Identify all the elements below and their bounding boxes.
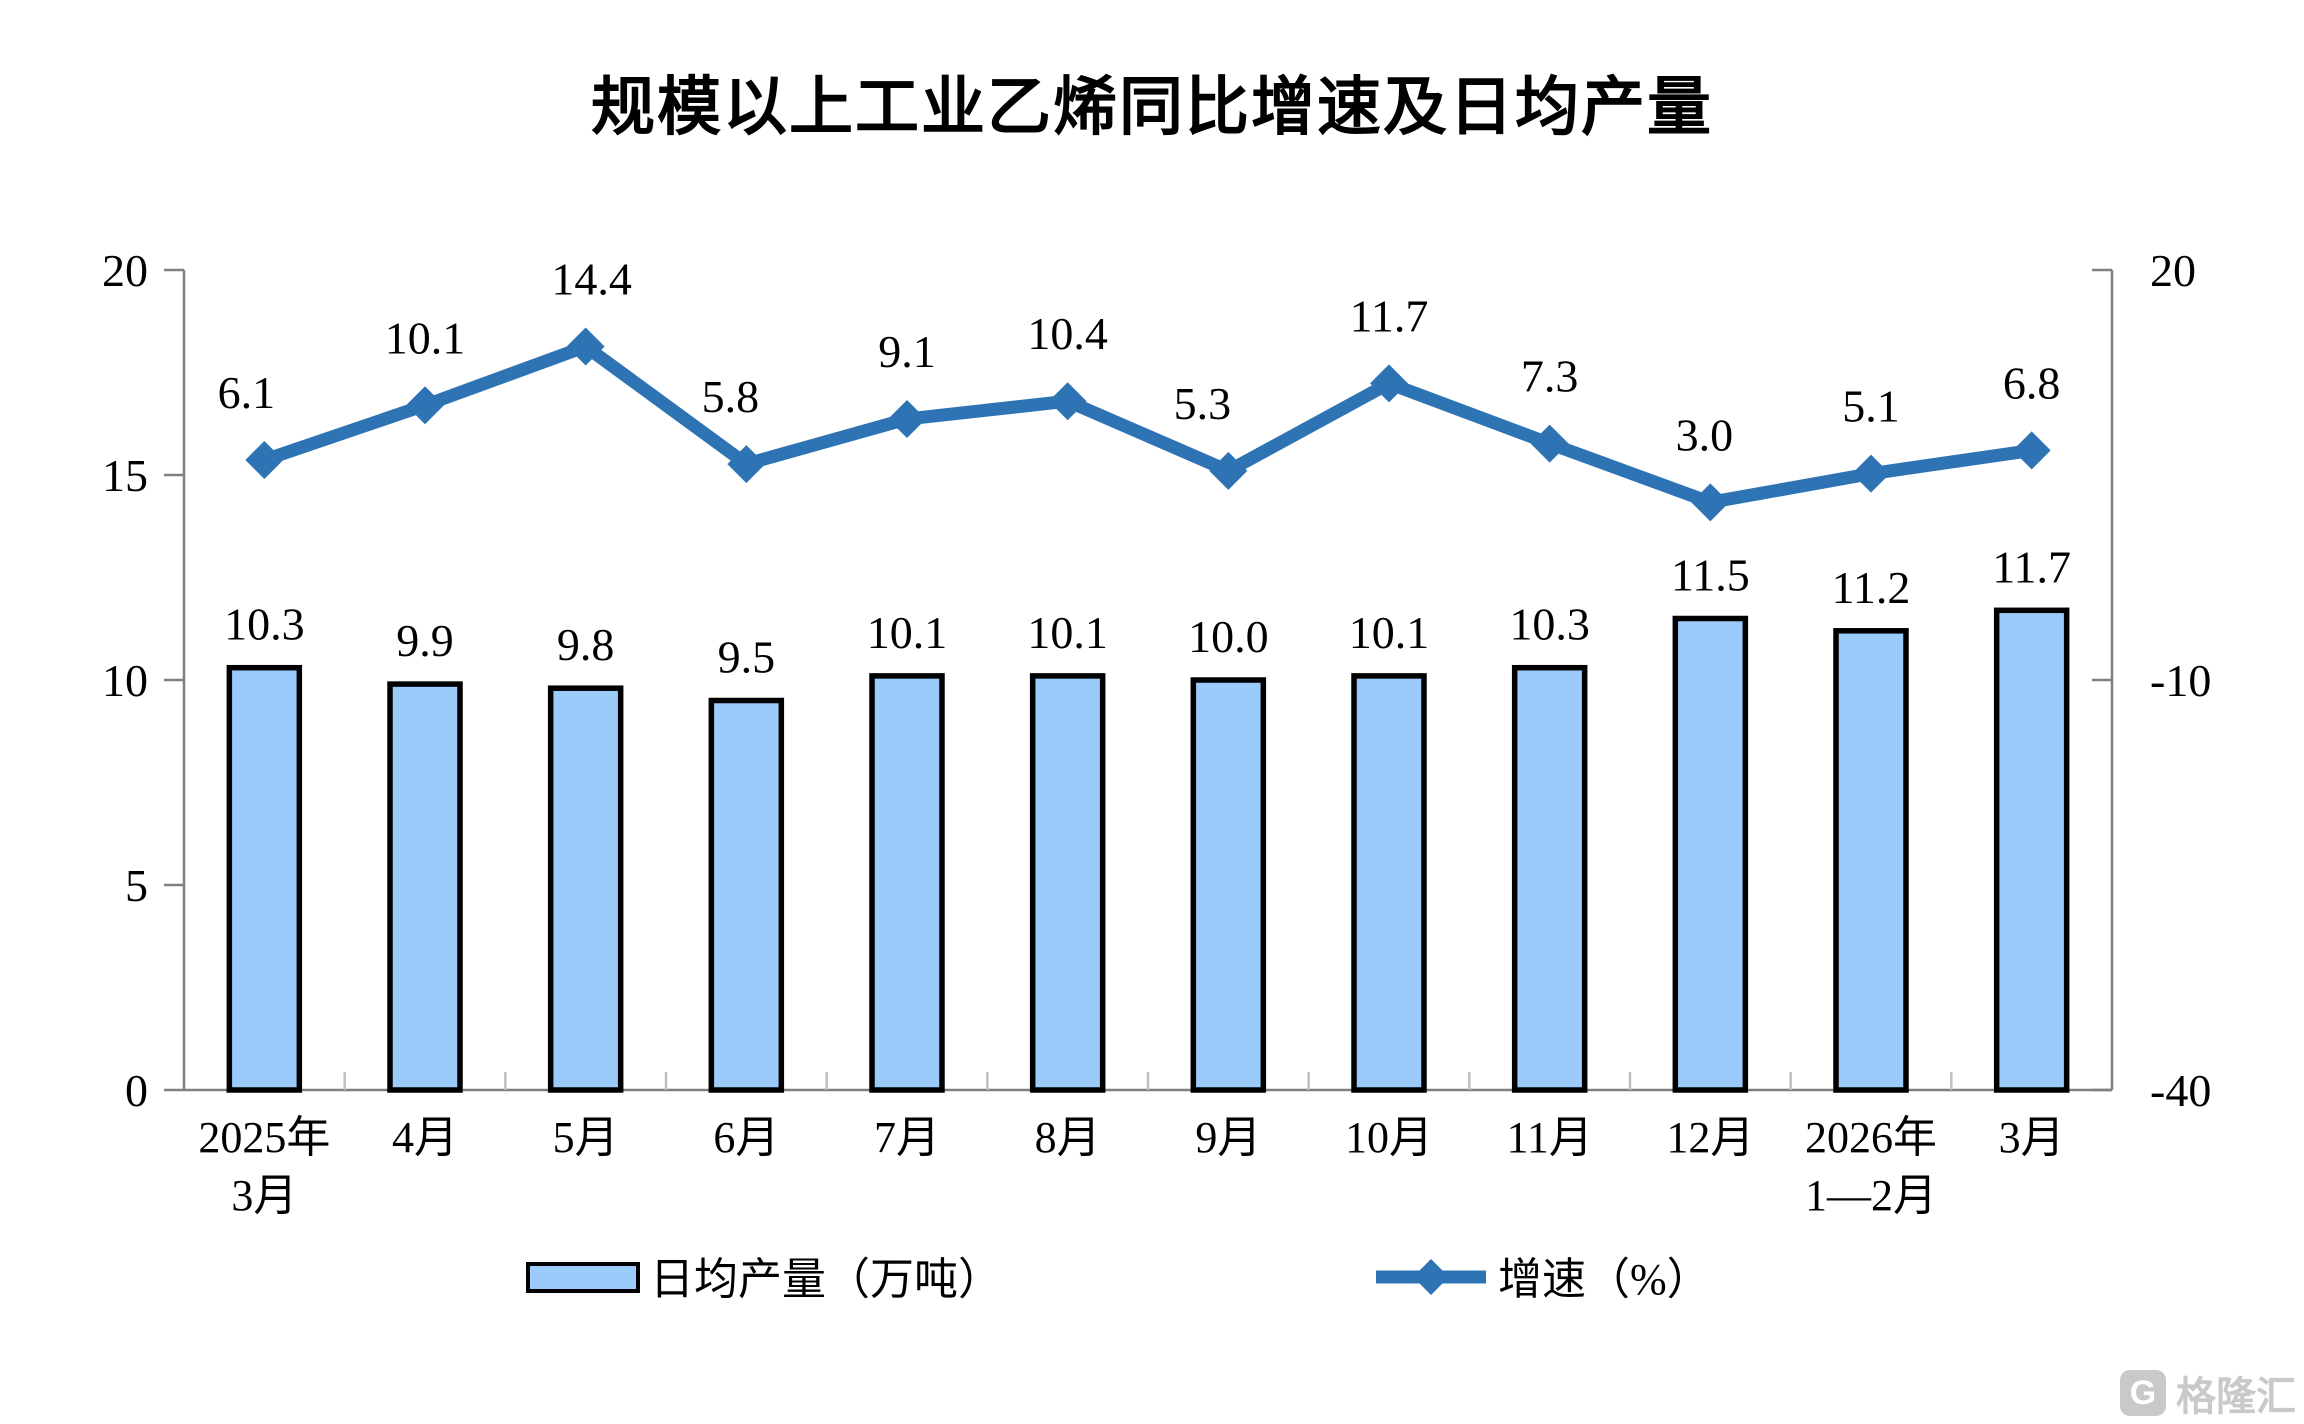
bar-value-label: 10.3 — [1509, 599, 1590, 650]
line-value-label: 5.3 — [1174, 378, 1232, 429]
line-value-label: 10.1 — [385, 312, 466, 363]
x-category-label: 5月 — [553, 1113, 619, 1162]
x-category-label: 1—2月 — [1805, 1171, 1937, 1220]
left-axis-tick-label: 0 — [125, 1065, 148, 1116]
x-category-label: 12月 — [1666, 1113, 1754, 1162]
bar-10 — [1833, 628, 1909, 1093]
right-axis-tick-label: -40 — [2150, 1065, 2211, 1116]
legend-line-marker — [1413, 1259, 1449, 1295]
line-marker-8 — [1530, 424, 1569, 463]
bar-7 — [1351, 673, 1427, 1093]
line-marker-5 — [1048, 382, 1087, 421]
line-marker-0 — [245, 440, 284, 479]
x-category-label: 10月 — [1345, 1113, 1433, 1162]
chart-title: 规模以上工业乙烯同比增速及日均产量 — [591, 72, 1713, 143]
line-value-label: 7.3 — [1521, 351, 1579, 402]
x-category-label: 3月 — [1999, 1113, 2065, 1162]
line-marker-11 — [2012, 431, 2051, 470]
bar-value-label: 10.0 — [1188, 611, 1269, 662]
x-category-label: 9月 — [1195, 1113, 1261, 1162]
watermark-text: 格隆汇 — [2176, 1375, 2296, 1419]
gelonghui-logo-icon: G — [2120, 1370, 2166, 1416]
bar-8 — [1511, 664, 1588, 1093]
bar-value-label: 10.1 — [867, 607, 948, 658]
x-category-label: 2026年 — [1805, 1113, 1937, 1162]
right-axis-tick-label: 20 — [2150, 245, 2196, 296]
left-axis-tick-label: 10 — [102, 655, 148, 706]
bar-value-label: 11.7 — [1992, 541, 2071, 592]
x-category-label: 8月 — [1035, 1113, 1101, 1162]
bar-value-label: 11.2 — [1832, 562, 1911, 613]
bar-value-label: 9.5 — [718, 632, 776, 683]
line-value-label: 3.0 — [1676, 409, 1734, 460]
x-category-label: 6月 — [713, 1113, 779, 1162]
bar-value-label: 10.1 — [1027, 607, 1108, 658]
line-marker-3 — [727, 445, 766, 484]
line-marker-1 — [406, 386, 444, 425]
legend-bar-label: 日均产量（万吨） — [650, 1255, 1002, 1304]
x-category-label: 7月 — [874, 1113, 940, 1162]
bar-value-label: 11.5 — [1671, 550, 1750, 601]
bar-4 — [869, 673, 945, 1093]
line-value-label: 6.1 — [218, 367, 276, 418]
bar-5 — [1029, 673, 1106, 1093]
line-marker-2 — [566, 327, 605, 366]
bar-value-label: 10.3 — [224, 599, 305, 650]
bar-6 — [1190, 677, 1267, 1093]
left-axis-tick-label: 5 — [125, 860, 148, 911]
bar-11 — [1993, 607, 2070, 1093]
bar-value-label: 9.8 — [557, 619, 615, 670]
line-value-label: 11.7 — [1350, 290, 1429, 341]
x-category-label: 4月 — [392, 1113, 458, 1162]
bar-3 — [708, 697, 785, 1093]
watermark: G 格隆汇 — [2120, 1364, 2296, 1422]
bar-0 — [226, 664, 303, 1093]
bar-value-label: 9.9 — [396, 615, 454, 666]
left-axis-tick-label: 20 — [102, 245, 148, 296]
legend-line-label: 增速（%） — [1498, 1255, 1711, 1304]
growth-line — [262, 339, 2033, 510]
line-value-label: 9.1 — [878, 326, 936, 377]
line-marker-4 — [888, 399, 926, 438]
x-category-label: 2025年 — [198, 1113, 330, 1162]
line-value-label: 5.8 — [702, 371, 760, 422]
bar-2 — [547, 685, 624, 1093]
line-marker-6 — [1209, 451, 1248, 490]
bar-9 — [1672, 615, 1749, 1093]
x-category-label: 11月 — [1506, 1113, 1592, 1162]
right-axis-tick-label: -10 — [2150, 655, 2211, 706]
bar-value-label: 10.1 — [1349, 607, 1430, 658]
x-category-label: 3月 — [231, 1171, 297, 1220]
line-value-label: 10.4 — [1027, 308, 1108, 359]
line-value-label: 14.4 — [551, 254, 632, 305]
line-value-label: 5.1 — [1842, 381, 1900, 432]
line-value-label: 6.8 — [2003, 357, 2061, 408]
line-marker-7 — [1370, 364, 1408, 403]
left-axis-tick-label: 15 — [102, 450, 148, 501]
line-marker-9 — [1691, 483, 1730, 522]
line-marker-10 — [1852, 454, 1890, 493]
bar-1 — [387, 681, 463, 1093]
legend-bar-swatch — [526, 1262, 640, 1293]
